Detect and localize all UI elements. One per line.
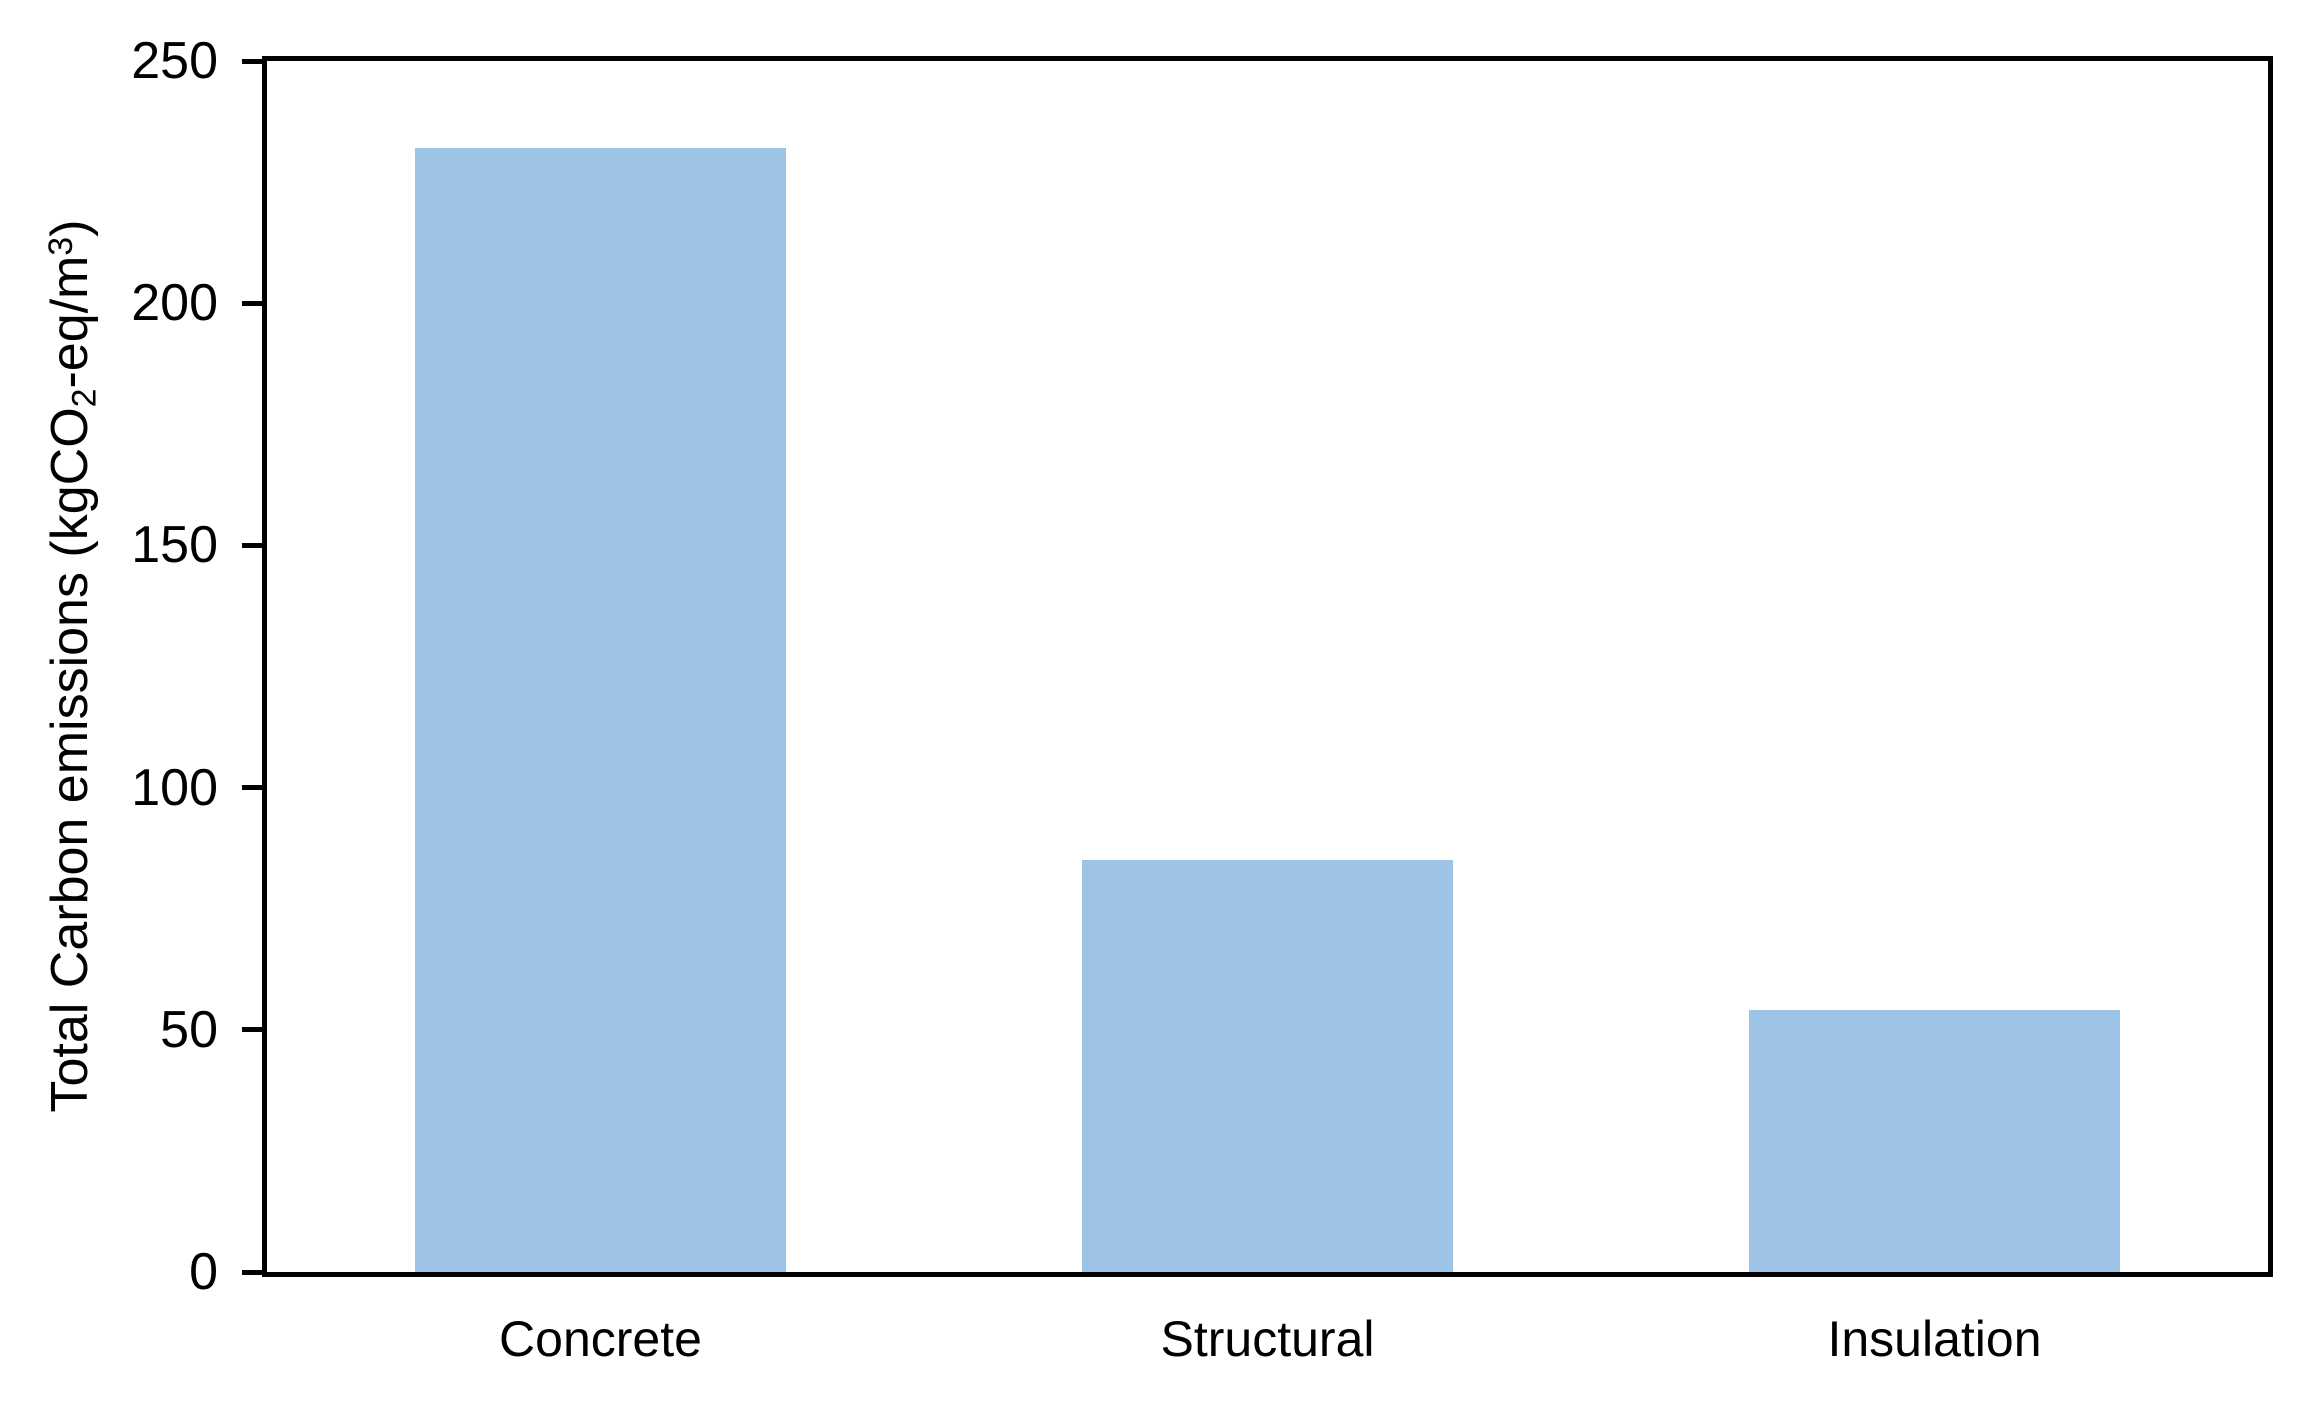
y-tick-label-250: 250 (131, 32, 218, 90)
y-tick-label-150: 150 (131, 516, 218, 575)
y-tick-mark-50 (242, 1027, 262, 1033)
bar-insulation (1749, 1010, 2120, 1272)
y-tick-mark-150 (242, 542, 262, 548)
y-tick-label-200: 200 (131, 274, 218, 333)
y-axis-title-superscript: 3 (41, 236, 80, 256)
y-tick-label-0: 0 (189, 1243, 218, 1301)
category-label-insulation: Insulation (1827, 1311, 2042, 1367)
y-axis-title-subscript: 2 (65, 388, 104, 408)
category-label-concrete: Concrete (499, 1311, 702, 1367)
plot-area (262, 56, 2273, 1277)
y-tick-mark-250 (242, 58, 262, 64)
y-axis-title: Total Carbon emissions (kgCO2-eq/m3) (40, 219, 104, 1113)
y-tick-label-50: 50 (160, 1000, 218, 1059)
bar-slot-structural (934, 61, 1601, 1272)
bar-concrete (415, 148, 786, 1272)
y-tick-mark-200 (242, 300, 262, 306)
y-tick-mark-0 (242, 1269, 262, 1275)
y-tick-label-100: 100 (131, 758, 218, 817)
category-label-structural: Structural (1160, 1311, 1375, 1367)
bar-slot-insulation (1601, 61, 2268, 1272)
bar-structural (1082, 860, 1453, 1272)
y-axis-title-text: ) (41, 219, 99, 237)
bar-slot-concrete (267, 61, 934, 1272)
y-axis-title-text: -eq/m (41, 255, 99, 389)
y-axis-title-text: Total Carbon emissions (kgCO (41, 407, 99, 1113)
y-tick-mark-100 (242, 785, 262, 791)
